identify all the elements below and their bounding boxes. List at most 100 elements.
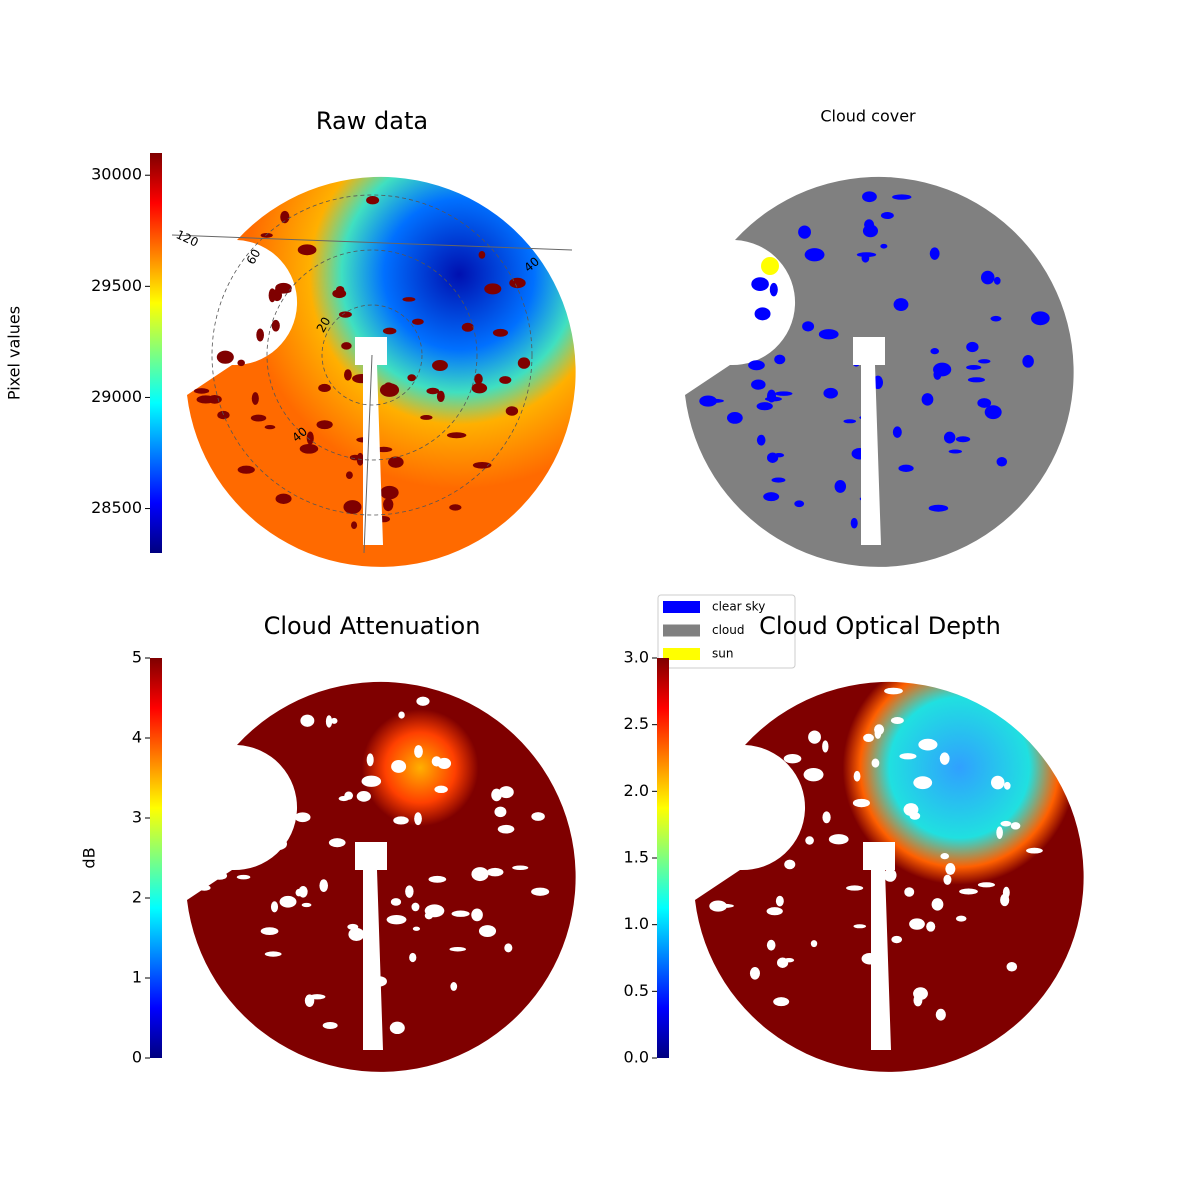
cloud-spot [993, 276, 1001, 285]
cloud-spot [298, 885, 308, 898]
cloud-spot [379, 383, 400, 397]
cloud-spot [822, 740, 829, 753]
colorbar-tick-label: 1 [132, 968, 142, 987]
cloud-spot [450, 982, 458, 991]
cloud-spot [769, 282, 778, 297]
colorbar-tick-label: 28500 [91, 498, 142, 517]
cloud-spot [504, 943, 513, 953]
cloud-spot [803, 767, 824, 782]
cloud-spot [913, 776, 933, 790]
cloud-spot [432, 360, 448, 371]
cloud-spot [264, 840, 271, 848]
polar-label: 60 [244, 247, 264, 267]
cloud-spot [517, 357, 531, 369]
cloud-spot [726, 412, 743, 424]
legend-label: sun [712, 647, 733, 661]
cloud-spot [271, 319, 280, 332]
cloud-spot [486, 867, 504, 877]
cloud-spot [945, 863, 956, 875]
cloud-spot [810, 940, 818, 948]
cloud-spot [426, 387, 440, 395]
panel-title: Cloud cover [820, 107, 916, 126]
cloud-spot [498, 786, 514, 799]
cloud-spot [794, 500, 805, 508]
cloud-spot [1006, 962, 1018, 972]
colorbar [150, 153, 162, 553]
cloud-spot [874, 728, 882, 739]
colorbar-tick-label: 0.0 [624, 1048, 649, 1067]
cloud-spot [892, 426, 902, 438]
colorbar-tick-label: 29500 [91, 276, 142, 295]
cloud-spot [808, 730, 821, 744]
cloud-spot [414, 812, 422, 826]
cloud-spot [751, 379, 766, 390]
cloud-spot [771, 477, 786, 483]
cloud-spot [943, 431, 956, 444]
cloud-spot [764, 396, 782, 402]
cloud-spot [804, 248, 825, 262]
cloud-spot [269, 837, 288, 851]
colorbar-tick-label: 0.5 [624, 981, 649, 1000]
cloud-spot [990, 775, 1005, 790]
colorbar-tick-label: 1.5 [624, 848, 649, 867]
mask [355, 842, 387, 1050]
panel-title: Raw data [316, 107, 428, 135]
cloud-spot [709, 900, 727, 912]
cloud-spot [926, 921, 936, 932]
cloud-spot [773, 997, 790, 1007]
legend-swatch [663, 648, 700, 660]
cloud-spot [411, 902, 420, 912]
colorbar-tick-label: 1.0 [624, 914, 649, 933]
cloud-spot [978, 359, 991, 364]
cloud-spot [345, 471, 353, 479]
cloud-spot [930, 348, 940, 355]
cloud-spot [366, 753, 374, 767]
cloud-spot [308, 994, 326, 1000]
cloud-spot [264, 951, 282, 957]
cloud-spot [478, 251, 486, 259]
cloud-spot [871, 758, 880, 768]
cloud-spot [446, 432, 467, 439]
cloud-spot [749, 967, 760, 980]
cloud-spot [347, 923, 359, 930]
cloud-spot [509, 277, 526, 289]
cloud-spot [764, 812, 781, 826]
colorbar-label: dB [80, 847, 99, 868]
cloud-spot [898, 464, 914, 473]
cloud-spot [471, 867, 489, 882]
cloud-spot [880, 243, 888, 249]
legend-swatch [663, 624, 700, 637]
colorbar-tick-label: 2.5 [624, 714, 649, 733]
cloud-spot [834, 479, 847, 493]
cloud-spot [366, 195, 380, 205]
cloud-spot [531, 812, 545, 821]
cloud-spot [402, 297, 416, 302]
cloud-spot [196, 395, 215, 404]
cloud-spot [428, 875, 447, 883]
cloud-spot [436, 390, 445, 402]
cloud-spot [775, 895, 784, 907]
cloud-spot [890, 717, 904, 725]
cloud-spot [699, 395, 717, 407]
cloud-spot [823, 387, 838, 399]
cloud-spot [955, 436, 971, 443]
cloud-spot [853, 924, 867, 929]
cloud-spot [361, 775, 382, 787]
cloud-spot [966, 341, 979, 353]
cloud-spot [913, 987, 928, 1000]
cloud-spot [437, 757, 452, 769]
cloud-spot [449, 947, 466, 952]
cloud-spot [909, 918, 925, 930]
cloud-spot [853, 770, 861, 782]
polar-ring [266, 249, 478, 461]
polar-axis [363, 354, 373, 554]
cloud-spot [391, 760, 407, 773]
polar-axis [171, 234, 573, 251]
cloud-spot [880, 212, 894, 220]
cloud-spot [846, 885, 864, 891]
cloud-spot [766, 939, 776, 951]
cloud-spot [335, 285, 345, 296]
cloud-spot [356, 790, 371, 802]
cloud-spot [774, 391, 793, 396]
